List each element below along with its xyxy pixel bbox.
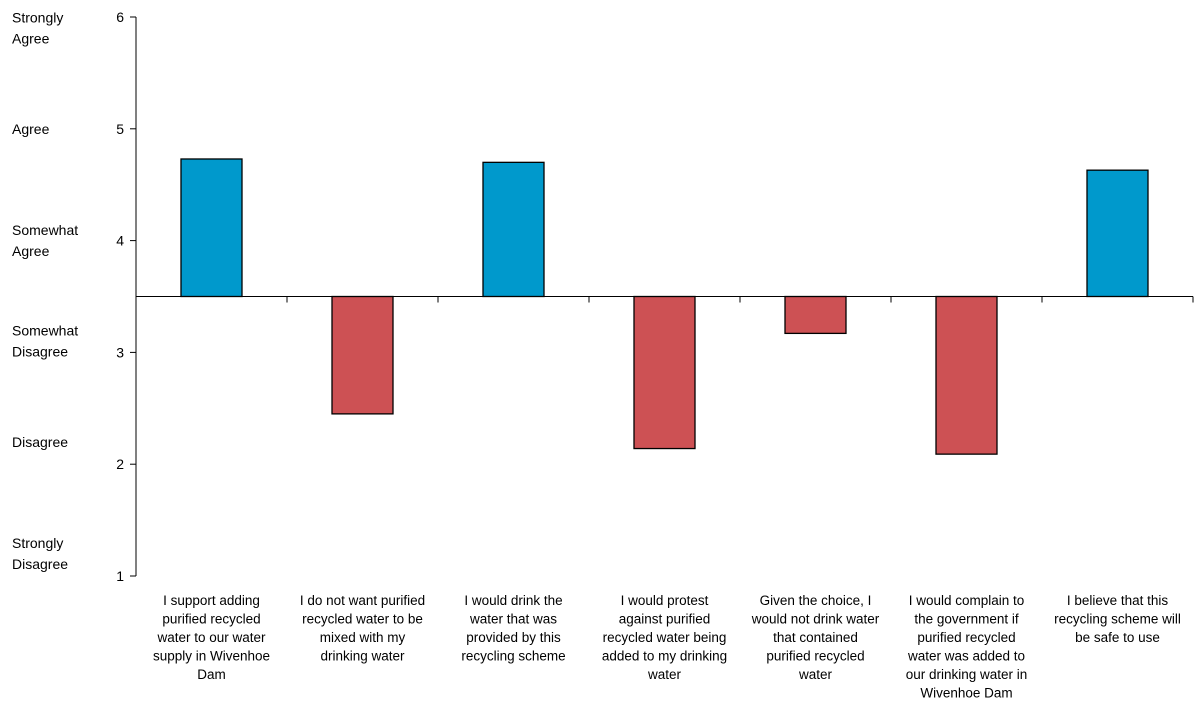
y-tick-label: 6: [116, 9, 124, 25]
bar: [331, 295, 394, 415]
scale-label: Somewhat Disagree: [12, 323, 78, 360]
bar: [1086, 169, 1149, 298]
bar: [633, 295, 696, 450]
y-tick-label: 4: [116, 233, 124, 249]
scale-label: Somewhat Agree: [12, 222, 78, 259]
category-label: I support adding purified recycled water t…: [153, 593, 270, 682]
category-label: I would drink the water that was provided …: [461, 593, 565, 664]
y-tick-label: 5: [116, 121, 124, 137]
scale-label: Strongly Disagree: [12, 535, 68, 572]
y-tick-label: 3: [116, 344, 124, 360]
category-label: I do not want purified recycled water to …: [300, 593, 425, 664]
bar: [935, 295, 998, 455]
scale-label: Disagree: [12, 434, 68, 450]
category-label: I believe that this recycling scheme will…: [1054, 593, 1181, 645]
bar: [482, 161, 545, 298]
category-label: I would complain to the government if puri…: [906, 593, 1028, 701]
scale-label: Strongly Agree: [12, 10, 63, 47]
category-label: I would protest against purified recycled …: [602, 593, 727, 682]
y-tick-label: 1: [116, 568, 124, 584]
bar: [784, 295, 847, 335]
scale-label: Agree: [12, 121, 50, 137]
bar: [180, 158, 243, 298]
y-tick-label: 2: [116, 456, 124, 472]
